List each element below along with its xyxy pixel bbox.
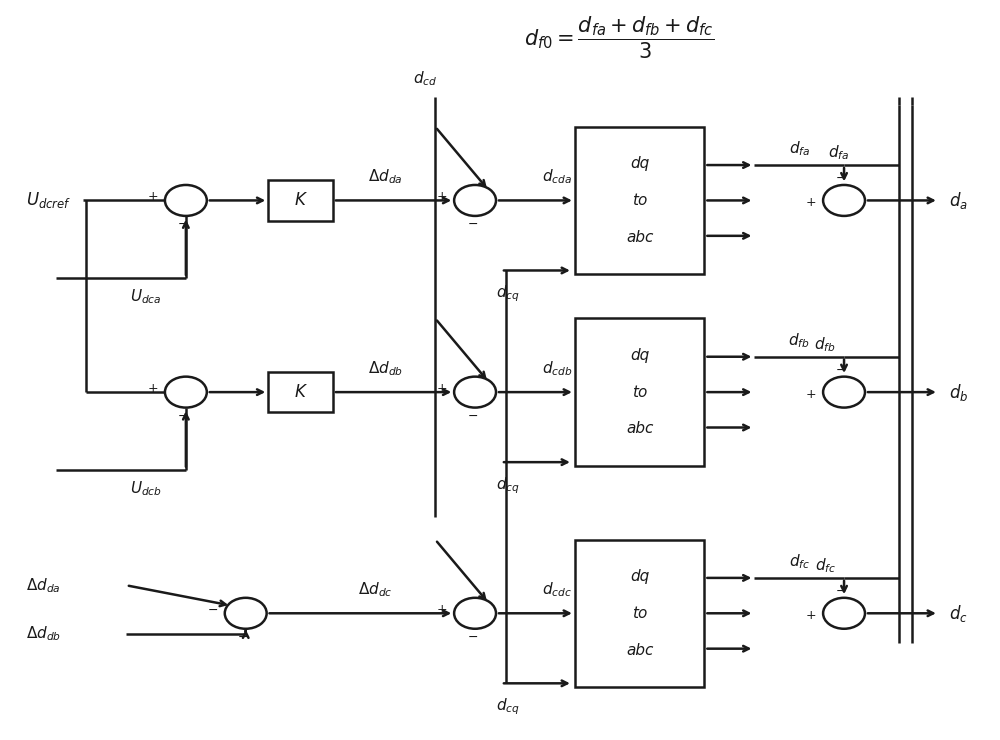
Text: $d_{cdb}$: $d_{cdb}$ <box>542 359 572 378</box>
Text: $d_{cq}$: $d_{cq}$ <box>496 696 520 717</box>
Text: $-$: $-$ <box>835 171 847 184</box>
Text: $d_a$: $d_a$ <box>949 190 968 211</box>
Bar <box>575 127 704 274</box>
Text: $d_{fa}$: $d_{fa}$ <box>789 139 810 158</box>
Text: $-$: $-$ <box>237 630 248 642</box>
Text: +: + <box>806 388 816 401</box>
Text: $d_{cda}$: $d_{cda}$ <box>542 167 572 186</box>
Text: $\Delta d_{db}$: $\Delta d_{db}$ <box>26 625 61 643</box>
Text: $\Delta d_{da}$: $\Delta d_{da}$ <box>26 576 61 595</box>
Text: $-$: $-$ <box>467 217 478 230</box>
Text: +: + <box>437 603 447 616</box>
Text: $U_{dcb}$: $U_{dcb}$ <box>130 479 162 498</box>
Text: $-$: $-$ <box>177 408 188 422</box>
Text: +: + <box>437 190 447 204</box>
Text: +: + <box>806 196 816 209</box>
Text: $d_c$: $d_c$ <box>949 603 968 624</box>
Text: dq: dq <box>630 569 649 584</box>
Text: $K$: $K$ <box>294 383 308 401</box>
Text: dq: dq <box>630 348 649 363</box>
Text: $\Delta d_{dc}$: $\Delta d_{dc}$ <box>358 580 393 599</box>
Text: $K$: $K$ <box>294 192 308 209</box>
Text: $U_{dca}$: $U_{dca}$ <box>130 287 162 306</box>
Text: $d_{fb}$: $d_{fb}$ <box>788 332 810 350</box>
Bar <box>575 539 704 687</box>
Text: +: + <box>806 609 816 622</box>
Text: $-$: $-$ <box>467 630 478 642</box>
Text: $d_{fa}$: $d_{fa}$ <box>828 143 850 162</box>
Text: $d_{cdc}$: $d_{cdc}$ <box>542 580 572 599</box>
Text: $d_{fb}$: $d_{fb}$ <box>814 334 836 354</box>
Bar <box>575 318 704 466</box>
Text: $-$: $-$ <box>467 408 478 422</box>
Text: dq: dq <box>630 156 649 171</box>
Text: abc: abc <box>626 422 653 437</box>
Text: to: to <box>632 193 647 208</box>
Text: $d_{cd}$: $d_{cd}$ <box>413 70 437 88</box>
Text: $d_{cq}$: $d_{cq}$ <box>496 283 520 304</box>
Text: +: + <box>148 382 158 395</box>
Text: $-$: $-$ <box>177 217 188 230</box>
Bar <box>268 180 333 221</box>
Text: abc: abc <box>626 642 653 658</box>
Text: to: to <box>632 385 647 400</box>
Text: +: + <box>148 190 158 204</box>
Text: +: + <box>437 382 447 395</box>
Text: $\Delta d_{da}$: $\Delta d_{da}$ <box>368 167 403 186</box>
Text: $-$: $-$ <box>835 363 847 376</box>
Text: $d_{cq}$: $d_{cq}$ <box>496 475 520 496</box>
Bar <box>268 371 333 412</box>
Text: $\Delta d_{db}$: $\Delta d_{db}$ <box>368 359 403 378</box>
Text: $U_{dcref}$: $U_{dcref}$ <box>26 190 72 210</box>
Text: abc: abc <box>626 230 653 245</box>
Text: $d_{f0} = \dfrac{d_{fa} + d_{fb} + d_{fc}}{3}$: $d_{f0} = \dfrac{d_{fa} + d_{fb} + d_{fc… <box>524 16 715 61</box>
Text: to: to <box>632 606 647 621</box>
Text: $d_{fc}$: $d_{fc}$ <box>789 552 810 571</box>
Text: $-$: $-$ <box>835 584 847 597</box>
Text: $d_{fc}$: $d_{fc}$ <box>815 556 836 575</box>
Text: $-$: $-$ <box>207 603 218 616</box>
Text: $d_b$: $d_b$ <box>949 382 968 403</box>
